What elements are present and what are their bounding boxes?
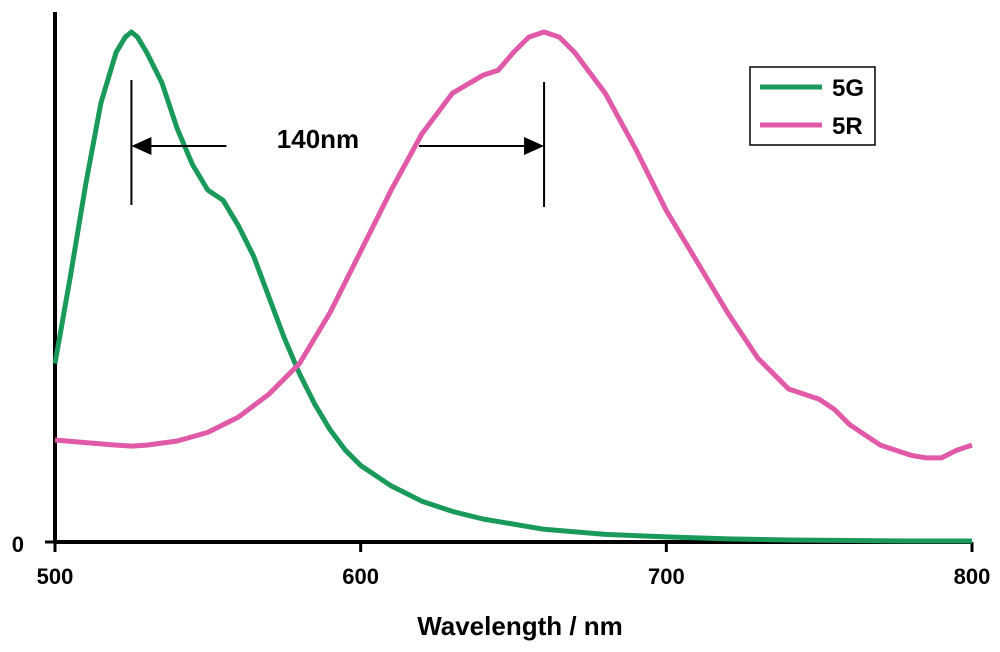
x-tick-label: 500 <box>37 564 74 589</box>
annotation-label: 140nm <box>277 124 359 154</box>
y-tick-label: 0 <box>12 532 24 557</box>
legend-box <box>749 66 876 146</box>
x-tick-marks <box>45 540 974 552</box>
x-tick-label: 800 <box>954 564 991 589</box>
x-tick-label: 600 <box>342 564 379 589</box>
series-line-5G <box>52 29 972 544</box>
annotation-left-arrowhead <box>131 137 152 155</box>
legend-label-5G: 5G <box>832 75 864 102</box>
series-line-5R <box>54 29 973 461</box>
legend: 5G 5R <box>749 66 876 146</box>
x-axis-title: Wavelength / nm <box>417 611 623 641</box>
legend-label-5R: 5R <box>832 113 863 140</box>
annotation-right-arrowhead <box>524 137 545 155</box>
peak-gap-annotation: 140nm <box>130 80 546 207</box>
x-tick-label: 700 <box>648 564 685 589</box>
